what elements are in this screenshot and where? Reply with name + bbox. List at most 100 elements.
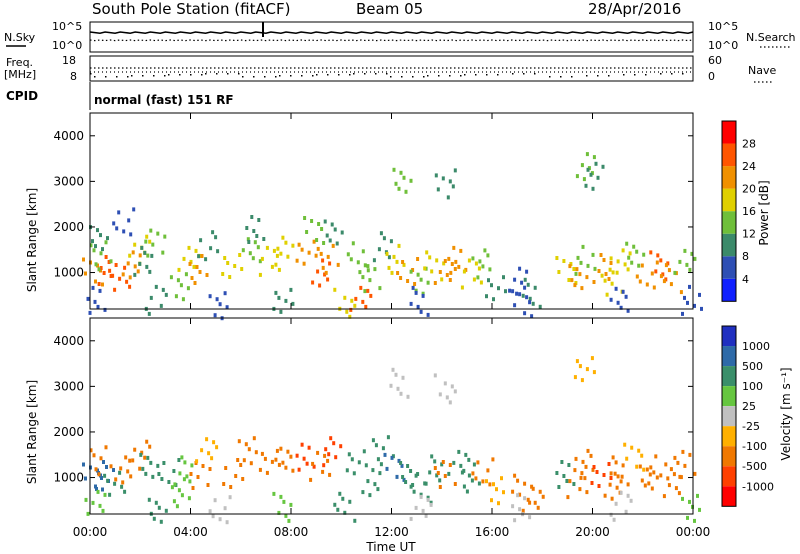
heatmap-cell <box>240 267 244 271</box>
noise-tick-left-top: 10^5 <box>52 20 82 33</box>
heatmap-cell <box>336 507 340 512</box>
heatmap-cell <box>113 481 117 486</box>
heatmap-cell <box>368 493 372 498</box>
heatmap-cell <box>188 262 192 266</box>
cpid-label: CPID <box>6 89 38 103</box>
nave-point <box>316 74 318 76</box>
heatmap-cell <box>184 272 188 277</box>
heatmap-cell <box>192 264 196 269</box>
heatmap-cell <box>471 256 475 261</box>
heatmap-cell <box>664 462 668 467</box>
heatmap-cell <box>474 476 478 481</box>
heatmap-cell <box>662 279 666 284</box>
colorbar-tick-label: 4 <box>742 273 749 286</box>
heatmap-cell <box>609 476 613 480</box>
nave-point <box>338 74 340 76</box>
heatmap-cell <box>284 465 288 470</box>
heatmap-cell <box>592 155 596 160</box>
heatmap-cell <box>513 303 517 308</box>
colorbar-tick-label: -1000 <box>742 480 774 493</box>
heatmap-cell <box>215 445 219 450</box>
colorbar-swatch <box>722 386 736 407</box>
heatmap-cell <box>233 264 237 268</box>
heatmap-cell <box>567 278 571 282</box>
heatmap-cell <box>659 274 663 279</box>
heatmap-cell <box>249 461 253 466</box>
heatmap-cell <box>314 253 318 258</box>
x-tick-label: 16:00 <box>475 525 510 539</box>
heatmap-cell <box>349 307 353 312</box>
heatmap-cell <box>143 250 147 255</box>
heatmap-cell <box>423 481 427 486</box>
colorbar-tick-label: 1000 <box>742 340 770 353</box>
heatmap-cell <box>295 453 299 458</box>
heatmap-cell <box>228 495 232 500</box>
heatmap-cell <box>436 187 440 192</box>
heatmap-cell <box>348 314 352 319</box>
heatmap-cell <box>414 473 418 478</box>
heatmap-cell <box>502 490 505 495</box>
heatmap-cell <box>635 464 639 469</box>
heatmap-cell <box>525 269 529 274</box>
heatmap-cell <box>145 234 149 239</box>
heatmap-cell <box>99 251 103 256</box>
heatmap-cell <box>311 461 315 466</box>
heatmap-cell <box>277 462 281 467</box>
heatmap-cell <box>488 482 492 487</box>
heatmap-cell <box>128 284 132 289</box>
heatmap-cell <box>362 449 366 454</box>
heatmap-cell <box>150 253 154 258</box>
nave-point <box>275 76 277 78</box>
heatmap-cell <box>96 489 100 494</box>
heatmap-cell <box>438 485 442 489</box>
heatmap-cell <box>607 462 611 466</box>
heatmap-cell <box>483 248 487 253</box>
nave-point <box>486 74 488 76</box>
heatmap-cell <box>451 184 455 189</box>
heatmap-cell <box>138 261 142 266</box>
heatmap-cell <box>345 468 349 473</box>
heatmap-cell <box>390 455 394 460</box>
heatmap-cell <box>289 287 293 292</box>
heatmap-cell <box>428 255 432 260</box>
heatmap-cell <box>477 266 481 271</box>
heatmap-cell <box>167 480 171 484</box>
nave-point <box>412 76 414 78</box>
heatmap-cell <box>419 277 423 282</box>
heatmap-cell <box>279 309 283 314</box>
heatmap-cell <box>445 273 449 277</box>
heatmap-cell <box>621 248 625 253</box>
heatmap-cell <box>133 242 137 247</box>
noise-tick-right-bottom: 10^0 <box>708 39 738 52</box>
heatmap-cell <box>610 281 614 286</box>
heatmap-cell <box>326 458 330 463</box>
heatmap-cell <box>284 513 288 518</box>
heatmap-cell <box>96 304 100 309</box>
heatmap-cell <box>371 468 375 473</box>
heatmap-cell <box>389 239 393 244</box>
heatmap-cell <box>353 518 357 523</box>
heatmap-cell <box>664 263 668 268</box>
x-tick-label: 20:00 <box>575 525 610 539</box>
heatmap-cell <box>284 298 288 303</box>
heatmap-cell <box>448 463 452 467</box>
heatmap-cell <box>402 262 406 267</box>
heatmap-cell <box>447 471 451 476</box>
nave-point <box>512 73 514 75</box>
heatmap-cell <box>156 231 160 236</box>
heatmap-cell <box>286 449 290 454</box>
heatmap-cell <box>225 520 229 525</box>
heatmap-cell <box>94 262 98 267</box>
heatmap-cell <box>693 518 696 523</box>
heatmap-cell <box>421 508 425 513</box>
heatmap-cell <box>260 256 264 261</box>
heatmap-cell <box>409 484 413 489</box>
heatmap-cell <box>291 468 295 473</box>
heatmap-cell <box>126 469 130 474</box>
nave-point <box>205 73 207 75</box>
heatmap-cell <box>396 271 400 275</box>
heatmap-cell <box>199 238 203 243</box>
heatmap-cell <box>128 253 132 258</box>
heatmap-cell <box>452 245 456 250</box>
heatmap-cell <box>594 161 598 166</box>
